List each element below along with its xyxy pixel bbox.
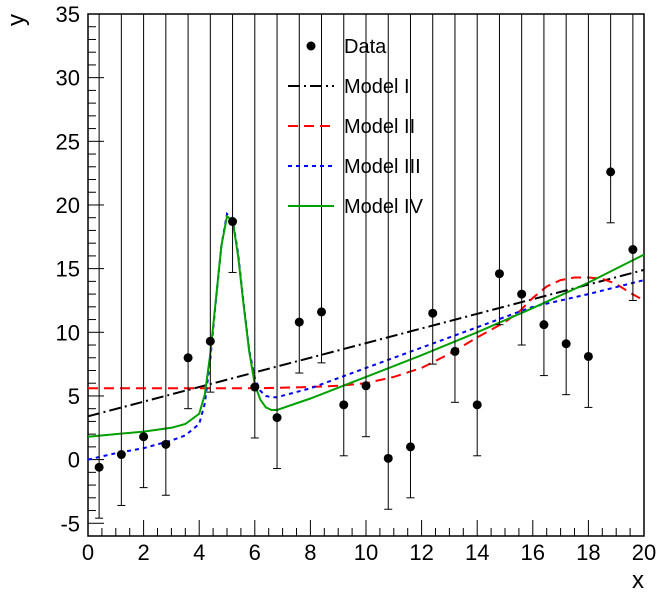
x-tick-label: 12 (409, 540, 433, 565)
legend-data-marker (306, 41, 316, 51)
data-point (606, 167, 616, 177)
data-point (517, 289, 527, 299)
y-tick-label: -5 (60, 511, 80, 536)
x-axis-title: x (632, 567, 644, 594)
legend-label-model-ii: Model II (344, 116, 415, 138)
data-point (294, 317, 304, 327)
curve-model-iv (87, 214, 645, 438)
y-tick-label: 20 (56, 193, 80, 218)
data-point (539, 320, 549, 330)
data-point (205, 336, 215, 346)
x-tick-label: 0 (82, 540, 94, 565)
x-tick-label: 8 (304, 540, 316, 565)
y-tick-label: 30 (56, 66, 80, 91)
data-point (228, 217, 238, 227)
data-point (250, 382, 260, 392)
x-tick-label: 18 (576, 540, 600, 565)
data-point (450, 346, 460, 356)
data-point (428, 308, 438, 318)
legend-label-model-i: Model I (344, 76, 410, 98)
data-point (494, 269, 504, 279)
y-tick-label: 25 (56, 129, 80, 154)
x-tick-label: 4 (193, 540, 205, 565)
x-tick-label: 6 (249, 540, 261, 565)
x-tick-label: 10 (354, 540, 378, 565)
data-point (272, 413, 282, 423)
legend-label-data: Data (344, 36, 387, 58)
data-point (561, 339, 571, 349)
y-tick-label: 10 (56, 320, 80, 345)
data-point (116, 450, 126, 460)
data-point (361, 381, 371, 391)
y-tick-label: 15 (56, 257, 80, 282)
y-tick-label: 5 (68, 384, 80, 409)
data-point (317, 307, 327, 317)
data-point (472, 400, 482, 410)
data-point (139, 432, 149, 442)
y-tick-label: 0 (68, 448, 80, 473)
data-point (383, 453, 393, 463)
x-tick-label: 14 (465, 540, 489, 565)
legend-label-model-iv: Model IV (344, 196, 424, 218)
data-point (583, 351, 593, 361)
data-point (405, 442, 415, 452)
data-point (339, 400, 349, 410)
y-tick-label: 35 (56, 2, 80, 27)
data-point (183, 353, 193, 363)
x-tick-label: 2 (137, 540, 149, 565)
data-point (161, 439, 171, 449)
axis-ticks (87, 13, 645, 537)
data-point (94, 462, 104, 472)
y-axis-title: y (3, 14, 30, 26)
data-points (94, 13, 638, 519)
legend-label-model-iii: Model III (344, 156, 421, 178)
x-tick-label: 20 (632, 540, 656, 565)
data-point (628, 245, 638, 255)
legend: Data Model I Model II Model III Model IV (288, 36, 424, 218)
x-tick-label: 16 (521, 540, 545, 565)
